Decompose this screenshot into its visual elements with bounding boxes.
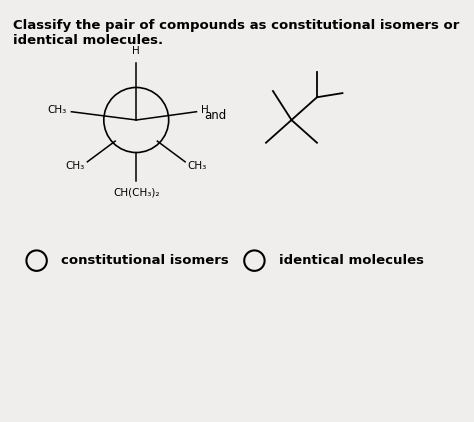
Text: CH₃: CH₃: [47, 105, 67, 115]
Text: and: and: [204, 109, 226, 122]
Text: Classify the pair of compounds as constitutional isomers or identical molecules.: Classify the pair of compounds as consti…: [13, 19, 460, 47]
Text: CH₃: CH₃: [66, 161, 85, 171]
Text: H: H: [132, 46, 140, 57]
Text: H: H: [201, 105, 209, 115]
Text: constitutional isomers: constitutional isomers: [61, 254, 228, 267]
Text: CH₃: CH₃: [187, 161, 207, 171]
Text: CH(CH₃)₂: CH(CH₃)₂: [113, 188, 159, 197]
Text: identical molecules: identical molecules: [279, 254, 423, 267]
